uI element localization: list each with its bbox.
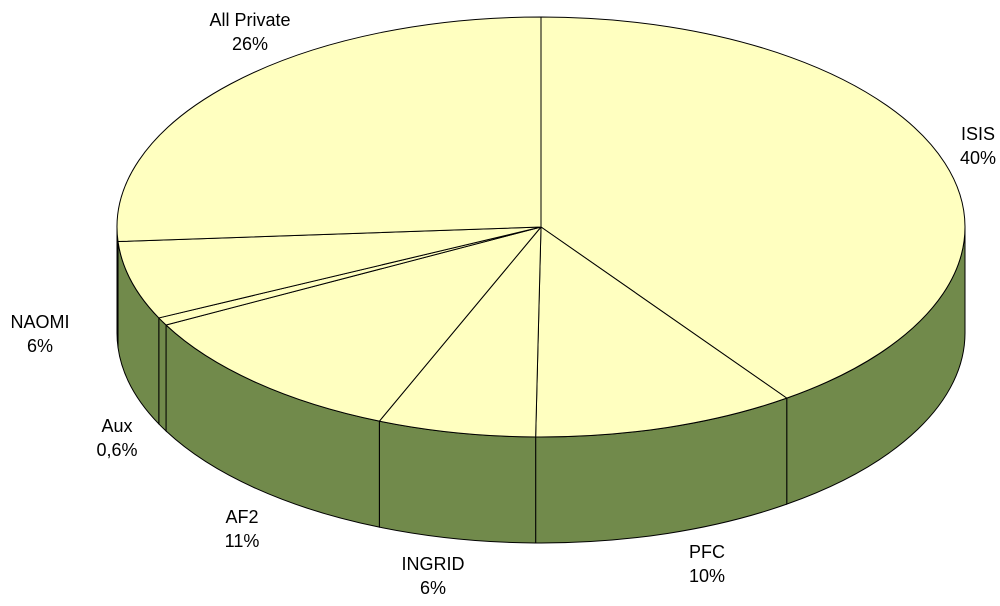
slice-value-ingrid: 6%	[420, 578, 446, 598]
slice-label-aux: Aux	[101, 416, 132, 436]
slice-label-ingrid: INGRID	[402, 554, 465, 574]
pie-slice-af2	[165, 226, 542, 422]
slice-label-all-private: All Private	[209, 10, 290, 30]
pie-side-all-private	[116, 226, 119, 348]
slice-value-aux: 0,6%	[96, 440, 137, 460]
slice-value-pfc: 10%	[689, 566, 725, 586]
pie-slice-isis	[540, 16, 966, 399]
slice-value-af2: 11%	[225, 531, 260, 551]
slice-label-af2: AF2	[225, 507, 258, 527]
pie-slice-all-private	[116, 16, 542, 243]
pie-slice-naomi	[117, 226, 542, 319]
slice-value-isis: 40%	[960, 148, 996, 168]
slice-label-pfc: PFC	[689, 542, 725, 562]
pie-side-ingrid	[378, 420, 537, 544]
pie-slice-ingrid	[378, 226, 542, 438]
slice-label-isis: ISIS	[961, 124, 995, 144]
slice-value-all-private: 26%	[232, 34, 268, 54]
pie-side-walls	[116, 226, 966, 544]
pie-slice-pfc	[535, 226, 788, 438]
slice-label-naomi: NAOMI	[10, 312, 69, 332]
pie-top-faces	[116, 16, 966, 438]
pie-side-aux	[158, 316, 167, 433]
pie-labels: ISIS 40% PFC 10% INGRID 6% AF2 11% Aux 0,6% NAOMI 6…	[10, 10, 996, 598]
slice-value-naomi: 6%	[27, 336, 53, 356]
